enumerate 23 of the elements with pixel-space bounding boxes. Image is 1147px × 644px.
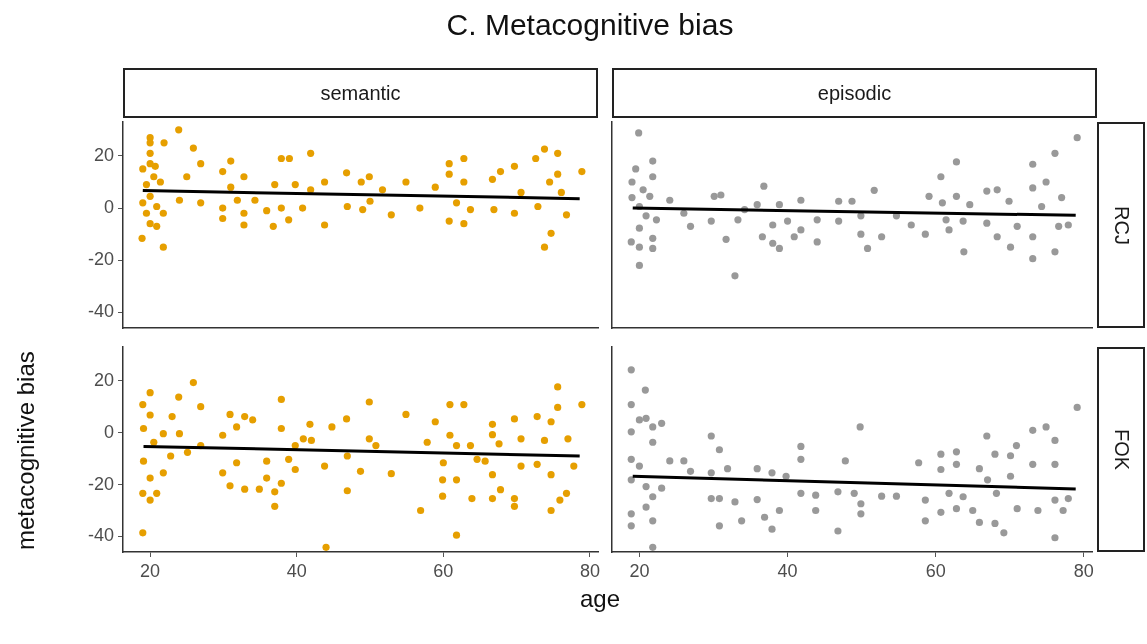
chart-title: C. Metacognitive bias [445, 8, 735, 42]
y-tick-label: 20 [93, 144, 114, 165]
y-tick-label: 20 [93, 369, 114, 390]
chart-subtitle: semantic [123, 68, 598, 118]
y2-axis-title: FOK [1097, 347, 1145, 552]
y-tick-label: -40 [87, 301, 114, 322]
y-tick-label: 0 [103, 197, 114, 218]
x-tick-label: 80 [579, 560, 600, 581]
x-tick-label: 60 [925, 560, 946, 581]
x-tick-label: 20 [629, 560, 650, 581]
y2-axis-title: RCJ [1097, 122, 1145, 328]
x-axis-title: age [578, 585, 621, 613]
x-tick-label: 40 [777, 560, 798, 581]
x-tick-label: 20 [140, 560, 161, 581]
y-tick-label: -20 [87, 249, 114, 270]
y-tick-label: -20 [87, 473, 114, 494]
x-tick-label: 40 [286, 560, 307, 581]
chart-subtitle: episodic [612, 68, 1097, 118]
y-tick-label: -40 [87, 525, 114, 546]
y-axis-title: metacognitive bias [12, 350, 40, 550]
x-tick-label: 80 [1073, 560, 1094, 581]
y-tick-label: 0 [103, 421, 114, 442]
x-tick-label: 60 [433, 560, 454, 581]
